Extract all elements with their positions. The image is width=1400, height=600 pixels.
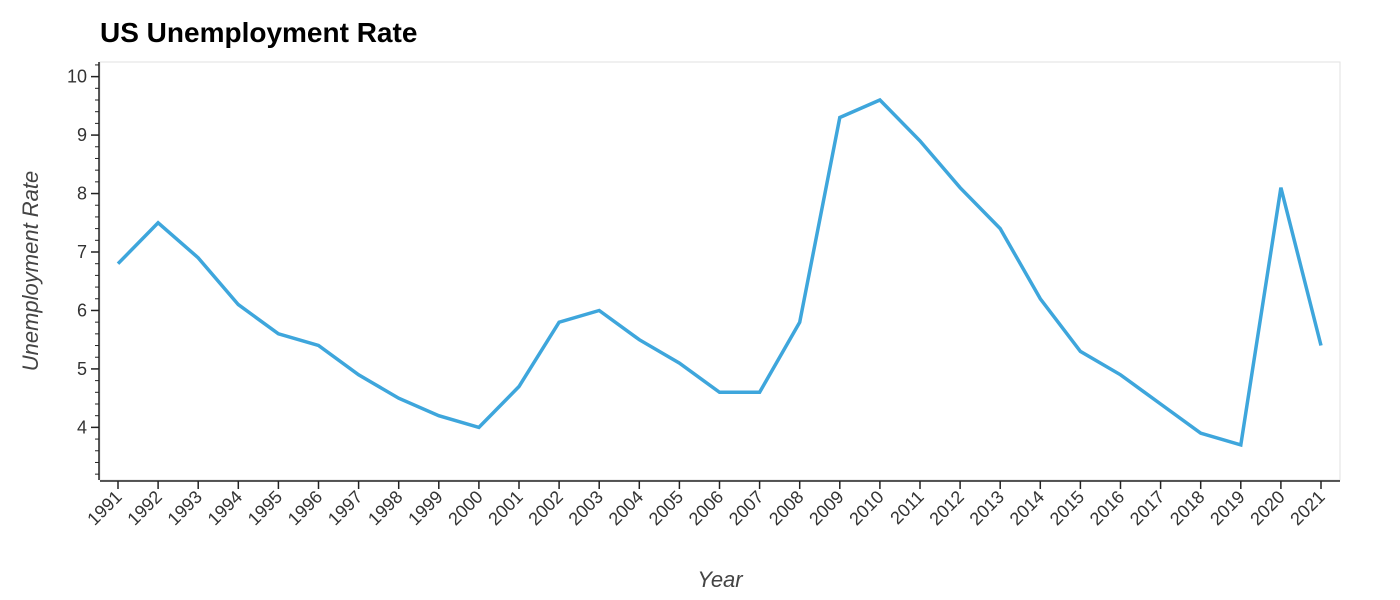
x-tick-label: 2010 (845, 487, 887, 529)
x-axis-label: Year (697, 567, 744, 592)
y-tick-label: 4 (77, 417, 87, 437)
x-tick-label: 2020 (1246, 487, 1288, 529)
x-tick-label: 1991 (83, 487, 125, 529)
x-tick-label: 2006 (685, 487, 727, 529)
x-tick-label: 1997 (324, 487, 366, 529)
x-tick-label: 1998 (364, 487, 406, 529)
x-tick-label: 2008 (765, 487, 807, 529)
x-tick-label: 1993 (164, 487, 206, 529)
x-tick-label: 2004 (605, 487, 647, 529)
x-axis: 1991199219931994199519961997199819992000… (83, 480, 1340, 529)
x-tick-label: 2007 (725, 487, 767, 529)
y-tick-label: 9 (77, 125, 87, 145)
chart-title: US Unemployment Rate (100, 17, 417, 48)
x-tick-label: 2003 (565, 487, 607, 529)
series-line (116, 97, 1323, 448)
x-tick-label: 2001 (484, 487, 526, 529)
x-tick-label: 1995 (244, 487, 286, 529)
x-tick-label: 2016 (1086, 487, 1128, 529)
x-tick-label: 2011 (886, 487, 928, 529)
y-axis-label: Unemployment Rate (18, 171, 43, 372)
x-tick-label: 2013 (966, 487, 1008, 529)
x-tick-label: 2002 (524, 487, 566, 529)
x-tick-label: 2000 (444, 487, 486, 529)
plot-frame (99, 61, 1341, 481)
y-axis: 4 5 6 7 8 9 10 (67, 62, 100, 480)
y-tick-label: 6 (77, 300, 87, 320)
x-tick-label: 2018 (1166, 487, 1208, 529)
x-tick-label: 1994 (204, 487, 246, 529)
x-tick-label: 2021 (1286, 487, 1328, 529)
x-tick-label: 1996 (284, 487, 326, 529)
x-tick-label: 2015 (1046, 487, 1088, 529)
x-tick-label: 2014 (1006, 487, 1048, 529)
y-tick-label: 7 (77, 242, 87, 262)
y-tick-label: 10 (67, 67, 87, 87)
x-tick-label: 2005 (645, 487, 687, 529)
x-tick-label: 2019 (1206, 487, 1248, 529)
y-tick-label: 5 (77, 359, 87, 379)
x-tick-label: 1992 (123, 487, 165, 529)
series-layer (116, 97, 1323, 448)
x-tick-label: 2012 (925, 487, 967, 529)
x-tick-label: 2017 (1126, 487, 1168, 529)
y-tick-label: 8 (77, 184, 87, 204)
x-tick-label: 1999 (404, 487, 446, 529)
x-tick-label: 2009 (805, 487, 847, 529)
